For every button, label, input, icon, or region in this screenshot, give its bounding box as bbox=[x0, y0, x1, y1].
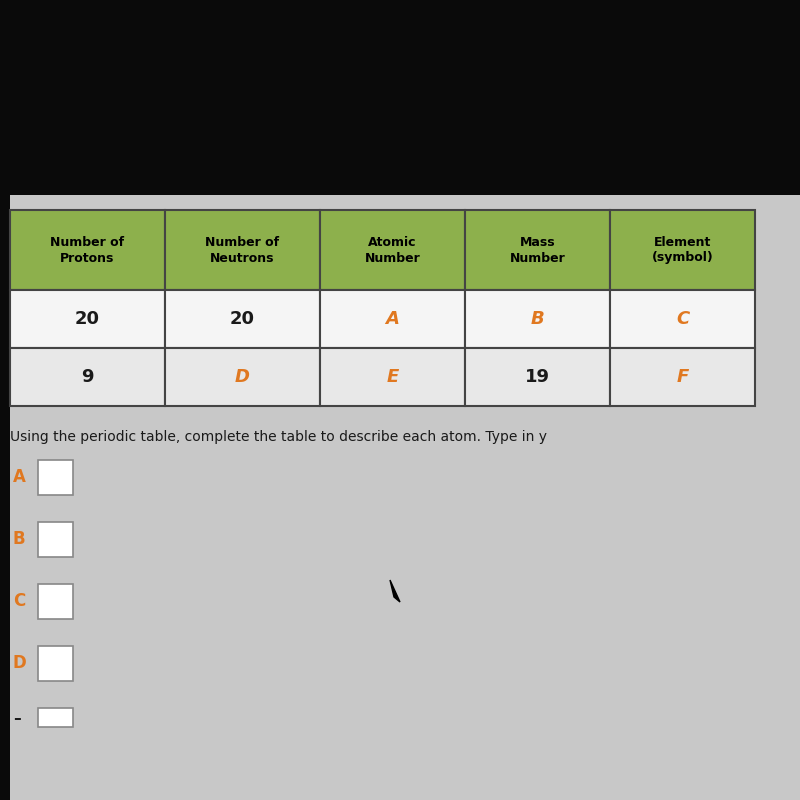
Text: 9: 9 bbox=[82, 368, 94, 386]
Text: C: C bbox=[676, 310, 689, 328]
Bar bbox=[320, 348, 465, 406]
Bar bbox=[165, 290, 320, 348]
Text: A: A bbox=[386, 310, 399, 328]
Bar bbox=[610, 210, 755, 290]
Text: A: A bbox=[13, 469, 26, 486]
Bar bbox=[165, 210, 320, 290]
Bar bbox=[610, 290, 755, 348]
Text: Using the periodic table, complete the table to describe each atom. Type in y: Using the periodic table, complete the t… bbox=[10, 430, 547, 444]
Bar bbox=[165, 348, 320, 406]
Text: Mass
Number: Mass Number bbox=[510, 235, 566, 265]
Text: E: E bbox=[386, 368, 398, 386]
Text: B: B bbox=[13, 530, 26, 549]
Polygon shape bbox=[390, 580, 400, 602]
Text: Number of
Neutrons: Number of Neutrons bbox=[206, 235, 279, 265]
Text: F: F bbox=[676, 368, 689, 386]
Text: D: D bbox=[235, 368, 250, 386]
Bar bbox=[610, 348, 755, 406]
Bar bbox=[465, 290, 610, 348]
Bar bbox=[38, 460, 73, 495]
Bar bbox=[320, 210, 465, 290]
Bar bbox=[10, 195, 800, 800]
Text: –: – bbox=[13, 711, 21, 726]
Text: Element
(symbol): Element (symbol) bbox=[652, 235, 714, 265]
Bar bbox=[38, 708, 73, 727]
Text: 20: 20 bbox=[230, 310, 255, 328]
Text: 20: 20 bbox=[75, 310, 100, 328]
Bar bbox=[38, 584, 73, 619]
Text: B: B bbox=[530, 310, 544, 328]
Text: 19: 19 bbox=[525, 368, 550, 386]
Bar bbox=[465, 210, 610, 290]
Bar bbox=[465, 348, 610, 406]
Bar bbox=[10, 348, 165, 406]
Text: C: C bbox=[13, 593, 26, 610]
Bar bbox=[38, 646, 73, 681]
Bar bbox=[10, 290, 165, 348]
Bar bbox=[10, 210, 165, 290]
Text: Number of
Protons: Number of Protons bbox=[50, 235, 125, 265]
Bar bbox=[320, 290, 465, 348]
Text: D: D bbox=[13, 654, 26, 673]
Text: Atomic
Number: Atomic Number bbox=[365, 235, 420, 265]
Bar bbox=[38, 522, 73, 557]
